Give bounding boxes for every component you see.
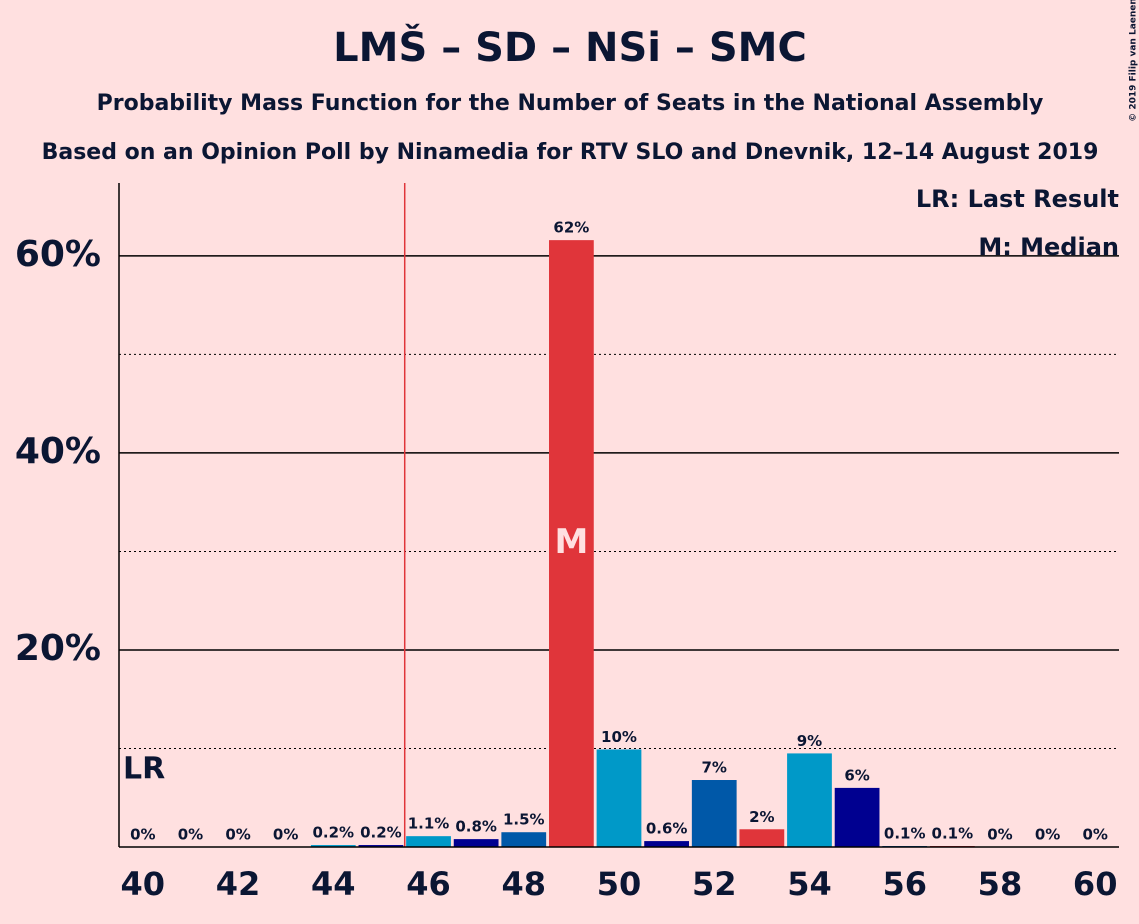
copyright: © 2019 Filip van Laenen <box>1129 0 1139 122</box>
value-label: 0% <box>225 826 250 844</box>
x-tick-label: 60 <box>1073 865 1118 903</box>
value-label: 0% <box>1035 826 1060 844</box>
value-label: 2% <box>749 808 774 826</box>
value-label: 0% <box>178 826 203 844</box>
legend-entry: M: Median <box>978 233 1119 261</box>
chart-subtitle: Based on an Opinion Poll by Ninamedia fo… <box>42 140 1099 165</box>
value-label: 0.8% <box>455 818 497 836</box>
x-tick-label: 44 <box>311 865 356 903</box>
value-label: 10% <box>601 728 637 746</box>
value-label: 1.1% <box>408 815 450 833</box>
bar <box>549 240 594 847</box>
legend-entry: LR: Last Result <box>916 185 1119 213</box>
bar <box>739 829 785 847</box>
median-label: M <box>554 522 588 562</box>
value-label: 0.2% <box>312 824 354 842</box>
x-tick-label: 58 <box>978 865 1023 903</box>
value-label: 0% <box>273 826 298 844</box>
x-tick-label: 40 <box>121 865 166 903</box>
bar <box>358 845 404 847</box>
bar <box>834 787 880 847</box>
value-label: 0% <box>1082 826 1107 844</box>
last-result-label: LR <box>123 752 165 787</box>
chart-title: LMŠ – SD – NSi – SMC <box>333 23 807 71</box>
x-tick-label: 54 <box>787 865 832 903</box>
value-label: 7% <box>702 759 727 777</box>
bar <box>644 841 689 847</box>
x-tick-label: 46 <box>406 865 451 903</box>
value-label: 1.5% <box>503 811 545 829</box>
value-label: 0% <box>130 826 155 844</box>
value-label: 0.2% <box>360 824 402 842</box>
bar <box>501 832 547 847</box>
bar <box>691 780 737 847</box>
y-tick-label: 40% <box>15 431 101 472</box>
bar <box>310 845 356 847</box>
x-tick-label: 52 <box>692 865 737 903</box>
x-tick-label: 48 <box>501 865 546 903</box>
value-label: 0.1% <box>884 825 926 843</box>
bar <box>453 839 499 847</box>
bar <box>406 836 451 847</box>
y-tick-label: 20% <box>15 628 101 669</box>
bar <box>787 753 832 847</box>
value-label: 0% <box>987 826 1012 844</box>
x-tick-label: 56 <box>882 865 927 903</box>
x-tick-label: 50 <box>597 865 642 903</box>
bar <box>596 749 642 847</box>
value-label: 62% <box>553 219 589 237</box>
value-label: 0.1% <box>932 825 974 843</box>
y-tick-label: 60% <box>15 234 101 275</box>
value-label: 6% <box>844 766 869 784</box>
chart-subtitle: Probability Mass Function for the Number… <box>97 91 1044 116</box>
value-label: 9% <box>797 732 822 750</box>
value-label: 0.6% <box>646 820 688 838</box>
x-tick-label: 42 <box>216 865 261 903</box>
